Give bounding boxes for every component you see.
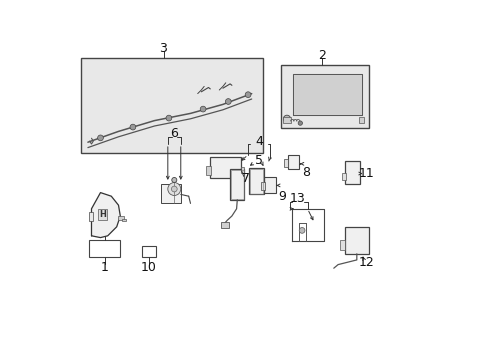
Bar bbox=[118, 216, 123, 220]
Text: 13: 13 bbox=[289, 192, 305, 205]
Bar bbox=[221, 222, 228, 228]
Bar bbox=[284, 159, 288, 167]
Bar bbox=[260, 182, 264, 190]
Circle shape bbox=[299, 228, 305, 233]
Bar bbox=[287, 155, 299, 169]
Polygon shape bbox=[91, 193, 120, 238]
Bar bbox=[205, 166, 211, 175]
Bar bbox=[283, 117, 291, 123]
Text: 11: 11 bbox=[358, 167, 374, 180]
Bar bbox=[345, 161, 360, 184]
Text: 4: 4 bbox=[254, 135, 263, 148]
Bar bbox=[280, 65, 368, 128]
Circle shape bbox=[171, 186, 177, 192]
Circle shape bbox=[167, 183, 181, 195]
Circle shape bbox=[171, 177, 177, 183]
Bar bbox=[230, 170, 244, 199]
Bar bbox=[249, 169, 263, 194]
Bar bbox=[210, 157, 241, 178]
Bar bbox=[341, 173, 346, 180]
Polygon shape bbox=[292, 74, 361, 115]
Circle shape bbox=[225, 99, 231, 104]
Circle shape bbox=[298, 121, 302, 125]
Text: 3: 3 bbox=[159, 42, 167, 55]
Circle shape bbox=[283, 115, 290, 122]
Circle shape bbox=[166, 115, 171, 121]
Text: 8: 8 bbox=[302, 166, 310, 179]
Text: H: H bbox=[99, 210, 105, 219]
Text: 1: 1 bbox=[101, 261, 108, 274]
Bar bbox=[161, 184, 181, 203]
Circle shape bbox=[130, 124, 136, 130]
Circle shape bbox=[200, 106, 205, 112]
Bar bbox=[122, 219, 125, 221]
Text: 5: 5 bbox=[254, 154, 263, 167]
Circle shape bbox=[98, 135, 103, 141]
Bar bbox=[230, 169, 244, 200]
Bar bbox=[344, 227, 368, 254]
Bar bbox=[249, 168, 263, 194]
Text: 7: 7 bbox=[242, 172, 250, 185]
Bar bbox=[241, 167, 244, 173]
Circle shape bbox=[244, 92, 250, 98]
Text: 9: 9 bbox=[278, 190, 285, 203]
Text: 2: 2 bbox=[317, 49, 325, 62]
Bar bbox=[89, 212, 92, 221]
Bar bbox=[81, 58, 262, 153]
Bar bbox=[264, 177, 275, 193]
Bar bbox=[142, 246, 155, 257]
Bar bbox=[89, 240, 120, 257]
Text: 12: 12 bbox=[358, 256, 374, 269]
Bar bbox=[358, 117, 363, 123]
Text: 6: 6 bbox=[170, 127, 178, 140]
Text: 10: 10 bbox=[141, 261, 156, 274]
Bar bbox=[340, 240, 345, 250]
